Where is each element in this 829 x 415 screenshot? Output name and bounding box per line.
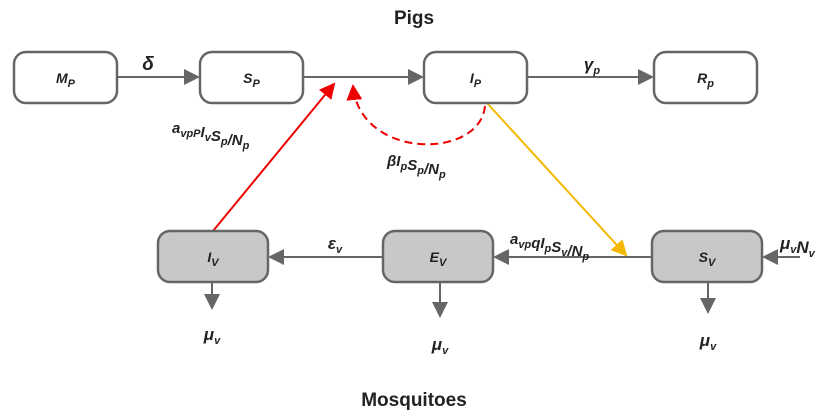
- label-text: I: [201, 124, 206, 141]
- node-box: [422, 50, 529, 105]
- label-sub: v: [561, 247, 568, 259]
- label: βIpSp/Np: [386, 153, 446, 181]
- label-sub: p: [544, 243, 552, 255]
- label-sub: p: [438, 169, 446, 181]
- label-text: qI: [531, 235, 545, 252]
- node-box: [652, 50, 759, 105]
- label: δ: [142, 54, 154, 75]
- top-title: Pigs: [394, 8, 434, 29]
- label: μvNv: [779, 234, 816, 260]
- label-sub: p: [416, 165, 424, 177]
- label-sub: p: [581, 251, 589, 263]
- label: SP: [243, 70, 260, 90]
- label-text: γ: [584, 55, 595, 74]
- label: IV: [207, 249, 220, 269]
- label-sub: p: [592, 65, 600, 77]
- label-sub: v: [790, 244, 797, 256]
- label-sub: v: [205, 132, 212, 144]
- label-sub: v: [336, 244, 343, 256]
- label-text: /N: [566, 243, 583, 260]
- label-text: S: [551, 239, 561, 256]
- label-text: a: [510, 231, 518, 248]
- arrow: [346, 84, 486, 146]
- label-text: δ: [142, 54, 154, 75]
- label-sub: v: [214, 335, 221, 347]
- label-text: μ: [203, 325, 215, 344]
- label: avpqIpSv/Np: [510, 231, 589, 263]
- label-sub: vpP: [180, 128, 201, 140]
- label-sub: P: [474, 78, 482, 90]
- label-sub: vp: [518, 239, 531, 251]
- arrows: [117, 69, 800, 318]
- label-sub: p: [706, 78, 714, 90]
- label-sub: p: [242, 140, 250, 152]
- label: μv: [431, 335, 449, 357]
- label: μv: [203, 325, 221, 347]
- node-box: [12, 50, 119, 105]
- label-sub: V: [211, 257, 220, 269]
- label: EV: [430, 249, 448, 269]
- label-sub: v: [710, 341, 717, 353]
- node-box: [381, 229, 495, 284]
- label-text: ε: [328, 234, 337, 253]
- label: Rp: [697, 70, 714, 90]
- bottom-title: Mosquitoes: [361, 390, 467, 411]
- label-text: R: [697, 70, 708, 86]
- label-text: a: [172, 120, 180, 137]
- label-sub: v: [809, 248, 816, 260]
- label-text: μ: [779, 234, 791, 253]
- label: γp: [584, 55, 600, 77]
- label: SV: [699, 249, 717, 269]
- label-sub: p: [220, 136, 228, 148]
- label: μv: [699, 331, 717, 353]
- arrow: [486, 102, 628, 257]
- label: avpPIvSp/Np: [172, 120, 250, 152]
- label-sub: V: [439, 257, 448, 269]
- label-text: N: [796, 238, 809, 257]
- label-text: S: [407, 157, 417, 174]
- label-text: E: [430, 249, 440, 265]
- node-box: [156, 229, 270, 284]
- label-text: S: [699, 249, 709, 265]
- label-text: μ: [431, 335, 443, 354]
- label-text: I: [207, 249, 212, 265]
- label-text: βI: [386, 153, 401, 170]
- label-sub: p: [399, 161, 407, 173]
- label-text: μ: [699, 331, 711, 350]
- arrow: [212, 82, 336, 232]
- label-text: S: [211, 128, 221, 145]
- label-text: /N: [423, 161, 440, 178]
- node-box: [650, 229, 764, 284]
- label-sub: P: [253, 78, 261, 90]
- label-text: /N: [227, 132, 244, 149]
- label: IP: [470, 70, 482, 90]
- label: MP: [56, 70, 76, 90]
- label: εv: [328, 234, 343, 256]
- label-text: I: [470, 70, 475, 86]
- label-sub: V: [708, 257, 717, 269]
- label-text: S: [243, 70, 253, 86]
- label-text: M: [56, 70, 68, 86]
- label-sub: P: [68, 78, 76, 90]
- node-box: [198, 50, 305, 105]
- label-sub: v: [442, 345, 449, 357]
